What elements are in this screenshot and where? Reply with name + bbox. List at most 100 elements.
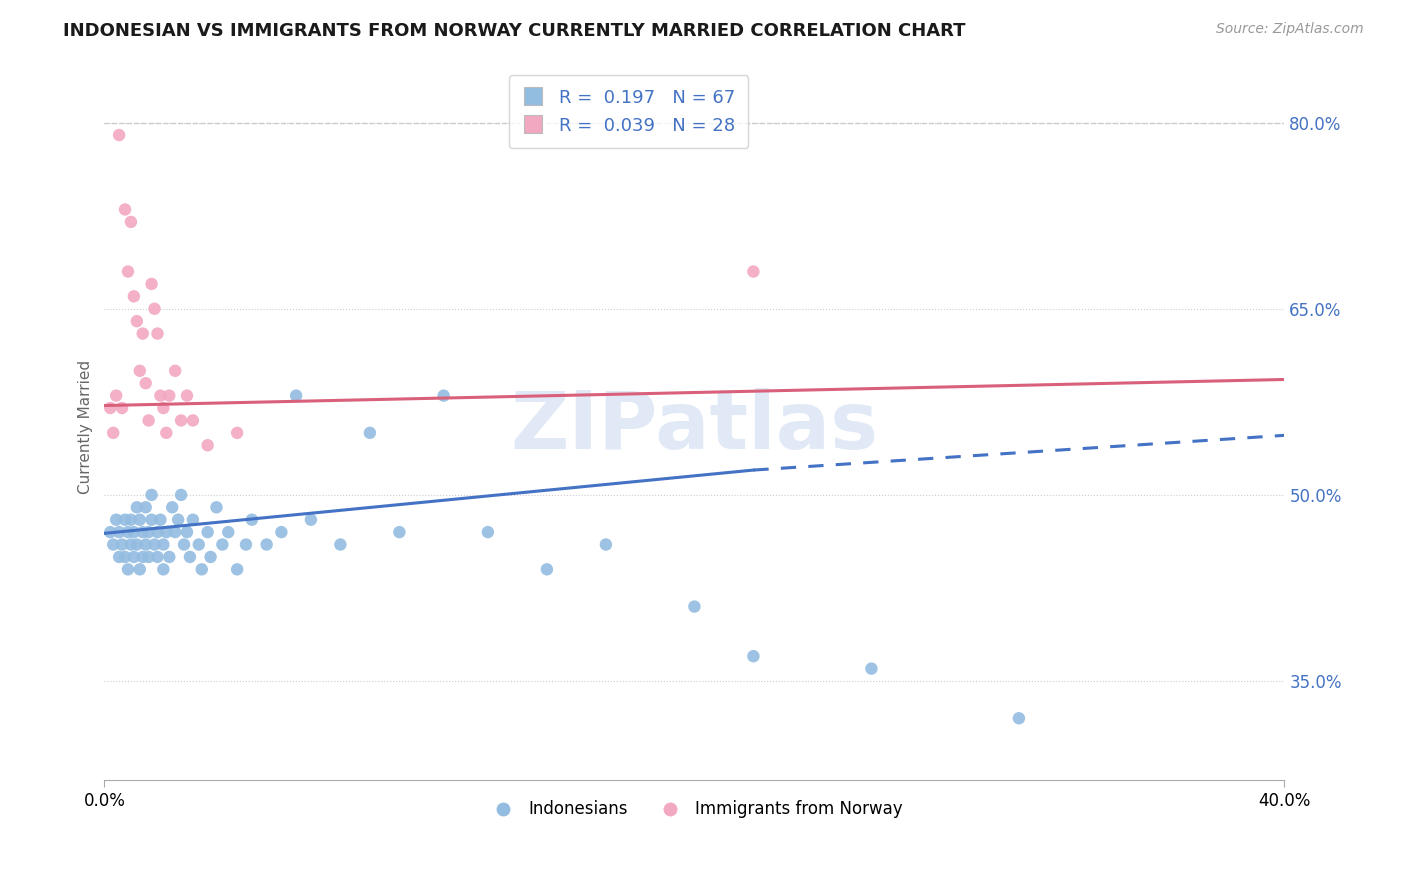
Point <box>157 389 180 403</box>
Point <box>98 401 121 415</box>
Point <box>388 525 411 540</box>
Point <box>256 537 278 551</box>
Point <box>108 525 131 540</box>
Point <box>132 525 155 540</box>
Point <box>141 488 163 502</box>
Text: Source: ZipAtlas.com: Source: ZipAtlas.com <box>1216 22 1364 37</box>
Point <box>181 513 204 527</box>
Point <box>149 389 172 403</box>
Point <box>111 401 134 415</box>
Point <box>125 537 148 551</box>
Point <box>226 425 249 440</box>
Point <box>167 513 190 527</box>
Point <box>132 549 155 564</box>
Point <box>141 277 163 291</box>
Point <box>190 562 212 576</box>
Point <box>217 525 239 540</box>
Point <box>128 513 150 527</box>
Point <box>226 562 249 576</box>
Point <box>117 562 139 576</box>
Point <box>128 364 150 378</box>
Point <box>1008 711 1031 725</box>
Point <box>433 389 456 403</box>
Point <box>179 549 201 564</box>
Point <box>120 215 142 229</box>
Point <box>176 389 198 403</box>
Point <box>176 525 198 540</box>
Point <box>329 537 352 551</box>
Point <box>125 314 148 328</box>
Point <box>742 649 765 664</box>
Point <box>146 326 169 341</box>
Y-axis label: Currently Married: Currently Married <box>79 359 93 493</box>
Point <box>98 525 121 540</box>
Point <box>114 513 136 527</box>
Point <box>105 513 128 527</box>
Point <box>122 289 145 303</box>
Point <box>860 662 883 676</box>
Point <box>170 413 193 427</box>
Point <box>152 562 174 576</box>
Point <box>197 438 219 452</box>
Point <box>125 500 148 515</box>
Point <box>132 326 155 341</box>
Point <box>187 537 209 551</box>
Point <box>138 549 160 564</box>
Point <box>157 549 180 564</box>
Point <box>117 525 139 540</box>
Point <box>165 525 187 540</box>
Point <box>240 513 263 527</box>
Point <box>138 525 160 540</box>
Point <box>122 525 145 540</box>
Point <box>117 264 139 278</box>
Point <box>285 389 308 403</box>
Point <box>135 376 157 391</box>
Point <box>105 389 128 403</box>
Text: ZIPatlas: ZIPatlas <box>510 388 879 466</box>
Point <box>205 500 228 515</box>
Text: INDONESIAN VS IMMIGRANTS FROM NORWAY CURRENTLY MARRIED CORRELATION CHART: INDONESIAN VS IMMIGRANTS FROM NORWAY CUR… <box>63 22 966 40</box>
Point <box>359 425 381 440</box>
Point <box>146 525 169 540</box>
Point <box>103 537 125 551</box>
Point <box>122 549 145 564</box>
Point <box>103 425 125 440</box>
Point <box>299 513 322 527</box>
Point <box>114 549 136 564</box>
Point <box>108 128 131 142</box>
Point <box>143 301 166 316</box>
Point <box>146 549 169 564</box>
Point <box>211 537 233 551</box>
Point <box>235 537 257 551</box>
Point <box>120 513 142 527</box>
Point <box>165 364 187 378</box>
Point <box>143 537 166 551</box>
Point <box>120 537 142 551</box>
Point <box>181 413 204 427</box>
Point <box>155 425 177 440</box>
Point <box>149 513 172 527</box>
Point <box>155 525 177 540</box>
Point <box>160 500 183 515</box>
Point <box>197 525 219 540</box>
Point <box>114 202 136 217</box>
Legend: Indonesians, Immigrants from Norway: Indonesians, Immigrants from Norway <box>479 794 908 825</box>
Point <box>200 549 222 564</box>
Point <box>173 537 195 551</box>
Point <box>742 264 765 278</box>
Point <box>270 525 292 540</box>
Point <box>595 537 617 551</box>
Point <box>135 500 157 515</box>
Point <box>135 537 157 551</box>
Point <box>683 599 706 614</box>
Point <box>111 537 134 551</box>
Point <box>477 525 499 540</box>
Point <box>170 488 193 502</box>
Point <box>536 562 558 576</box>
Point <box>138 413 160 427</box>
Point <box>152 537 174 551</box>
Point <box>108 549 131 564</box>
Point <box>128 562 150 576</box>
Point <box>152 401 174 415</box>
Point <box>141 513 163 527</box>
